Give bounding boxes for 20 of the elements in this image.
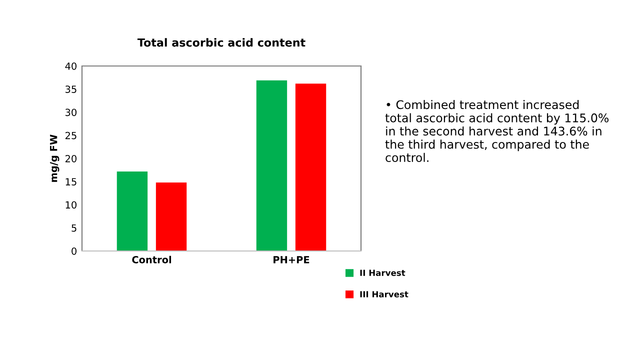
chart-title: Total ascorbic acid content — [137, 38, 306, 47]
legend-label: III Harvest — [360, 291, 408, 298]
x-tick-label: Control — [132, 256, 172, 264]
bar — [256, 80, 288, 251]
bar — [295, 84, 326, 251]
bar — [156, 182, 187, 251]
x-tick-label: PH+PE — [274, 256, 310, 264]
text: • Combined treatment increased total ascorbic acid content by 115.0% in the second harvest and 143.6% in the third harvest, compared to the control. — [385, 100, 609, 162]
y-tick-label: 30 — [66, 108, 76, 116]
y-tick-label: 15 — [66, 178, 76, 186]
y-tick-label: 35 — [66, 86, 76, 93]
y-tick-label: 25 — [65, 132, 76, 140]
y-tick-label: 0 — [72, 247, 76, 255]
y-tick-label: 10 — [66, 201, 76, 209]
y-tick-label: 20 — [65, 154, 76, 162]
bar — [116, 171, 148, 251]
y-tick-label: 40 — [65, 62, 76, 70]
legend-label: II Harvest — [360, 270, 406, 276]
y-tick-label: 5 — [72, 224, 76, 232]
y-axis-title: mg/g FW — [50, 134, 60, 182]
